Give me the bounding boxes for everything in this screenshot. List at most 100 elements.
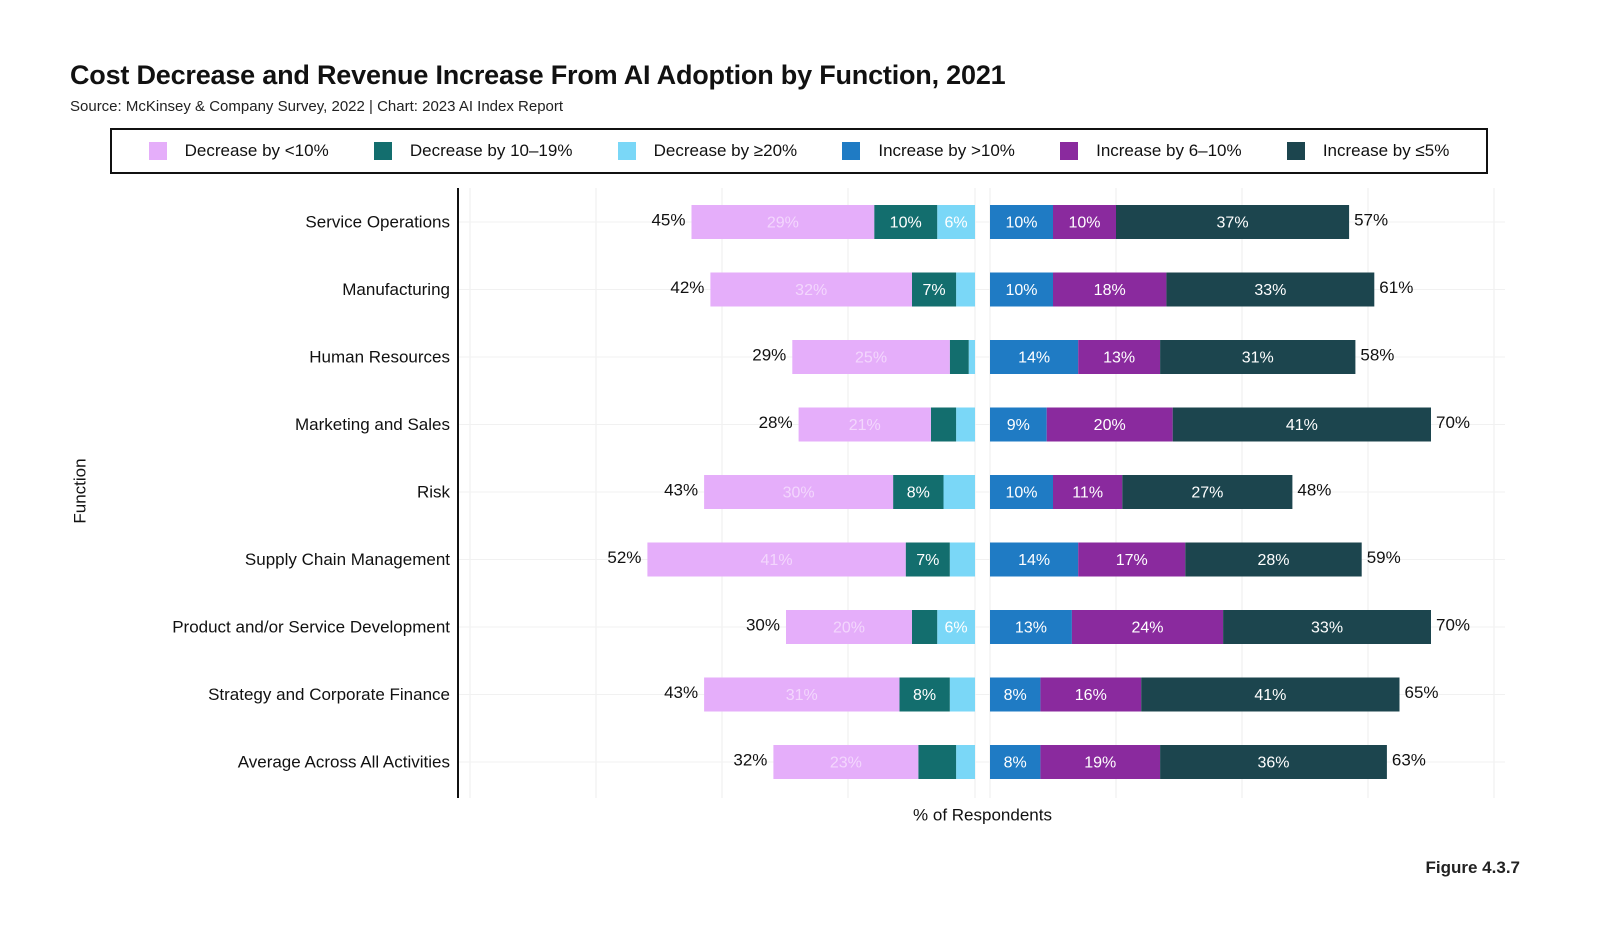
bar-decrease: [704, 677, 900, 712]
legend-item-decrease-lt10: Decrease by <10%: [148, 141, 329, 161]
bar-increase: [1160, 340, 1356, 374]
bar-decrease: [956, 272, 975, 307]
data-label: 8%: [907, 485, 930, 502]
data-label: 10%: [890, 215, 922, 232]
bar-increase: [990, 542, 1079, 577]
bar-decrease: [893, 475, 944, 509]
bar-decrease: [691, 205, 875, 239]
bar-increase: [1166, 272, 1375, 307]
category-label: Marketing and Sales: [295, 415, 450, 434]
data-label: 36%: [1257, 755, 1289, 772]
total-label-decrease: 29%: [752, 346, 786, 365]
bar-increase: [990, 745, 1041, 779]
data-label: 31%: [1242, 350, 1274, 367]
data-label: 17%: [1116, 552, 1148, 569]
bar-decrease: [918, 745, 957, 779]
total-label-decrease: 52%: [607, 548, 641, 567]
bar-increase: [1040, 745, 1161, 779]
bar-increase: [1046, 407, 1173, 442]
data-label: 8%: [1004, 755, 1027, 772]
legend-item-increase-6-10: Increase by 6–10%: [1060, 141, 1242, 161]
bar-increase: [1078, 340, 1161, 374]
legend-swatch: [842, 142, 861, 160]
bar-increase: [990, 610, 1072, 644]
bar-increase: [1185, 542, 1362, 577]
total-label-increase: 48%: [1297, 481, 1331, 500]
data-label: 7%: [916, 552, 939, 569]
bar-decrease: [773, 745, 919, 779]
data-label: 16%: [1075, 687, 1107, 704]
data-label: 13%: [1103, 350, 1135, 367]
category-label: Supply Chain Management: [245, 550, 450, 569]
bar-decrease: [905, 542, 950, 577]
bar-increase: [990, 340, 1079, 374]
legend-label: Decrease by ≥20%: [653, 141, 798, 160]
data-label: 33%: [1254, 282, 1286, 299]
bar-decrease: [956, 407, 975, 442]
chart-title: Cost Decrease and Revenue Increase From …: [70, 60, 1006, 90]
bar-decrease: [943, 475, 975, 509]
y-axis-label: Function: [71, 458, 90, 523]
data-label: 18%: [1094, 282, 1126, 299]
bar-decrease: [956, 745, 975, 779]
legend-label: Increase by 6–10%: [1096, 141, 1242, 160]
bar-decrease: [937, 205, 975, 239]
bar-decrease: [949, 677, 975, 712]
total-label-increase: 65%: [1405, 683, 1439, 702]
total-label-decrease: 32%: [733, 751, 767, 770]
bar-increase: [990, 272, 1053, 307]
category-label: Product and/or Service Development: [172, 618, 450, 637]
figure-label: Figure 4.3.7: [1425, 858, 1520, 877]
bar-decrease: [647, 542, 906, 577]
data-label: 13%: [1015, 620, 1047, 637]
data-label: 28%: [1257, 552, 1289, 569]
total-label-increase: 70%: [1436, 413, 1470, 432]
bar-decrease: [968, 340, 975, 374]
bar-increase: [1223, 610, 1431, 644]
total-label-decrease: 30%: [746, 616, 780, 635]
total-label-increase: 63%: [1392, 751, 1426, 770]
legend-item-increase-le5: Increase by ≤5%: [1286, 141, 1449, 161]
bar-increase: [1172, 407, 1431, 442]
total-label-increase: 61%: [1379, 278, 1413, 297]
bar-increase: [990, 475, 1053, 509]
bar-increase: [1116, 205, 1350, 239]
data-label: 20%: [1094, 417, 1126, 434]
bar-increase: [1040, 677, 1142, 712]
total-label-increase: 58%: [1360, 346, 1394, 365]
legend-swatch: [1060, 142, 1079, 160]
bar-increase: [990, 407, 1047, 442]
data-label: 14%: [1018, 552, 1050, 569]
bar-increase: [990, 205, 1053, 239]
data-label: 33%: [1311, 620, 1343, 637]
data-label: 29%: [767, 215, 799, 232]
total-label-increase: 57%: [1354, 211, 1388, 230]
bar-decrease: [949, 340, 969, 374]
total-label-decrease: 43%: [664, 683, 698, 702]
data-label: 32%: [795, 282, 827, 299]
bar-increase: [1078, 542, 1186, 577]
category-label: Service Operations: [305, 213, 450, 232]
legend-label: Decrease by 10–19%: [409, 141, 573, 160]
legend-label: Increase by >10%: [878, 141, 1015, 160]
legend-label: Decrease by <10%: [184, 141, 329, 160]
bar-increase: [1071, 610, 1224, 644]
bar-decrease: [786, 610, 912, 644]
bar-decrease: [912, 272, 957, 307]
total-label-increase: 70%: [1436, 616, 1470, 635]
bar-increase: [990, 677, 1041, 712]
chart-legend: Decrease by <10% Decrease by 10–19% Decr…: [110, 128, 1488, 174]
data-label: 10%: [1068, 215, 1100, 232]
data-label: 14%: [1018, 350, 1050, 367]
data-label: 41%: [1286, 417, 1318, 434]
x-axis-label: % of Respondents: [913, 806, 1052, 825]
category-label: Human Resources: [309, 348, 450, 367]
data-label: 31%: [786, 687, 818, 704]
bar-increase: [1053, 205, 1116, 239]
data-label: 11%: [1072, 485, 1103, 502]
data-label: 41%: [761, 552, 793, 569]
data-label: 7%: [922, 282, 945, 299]
bar-increase: [1122, 475, 1293, 509]
data-label: 41%: [1254, 687, 1286, 704]
